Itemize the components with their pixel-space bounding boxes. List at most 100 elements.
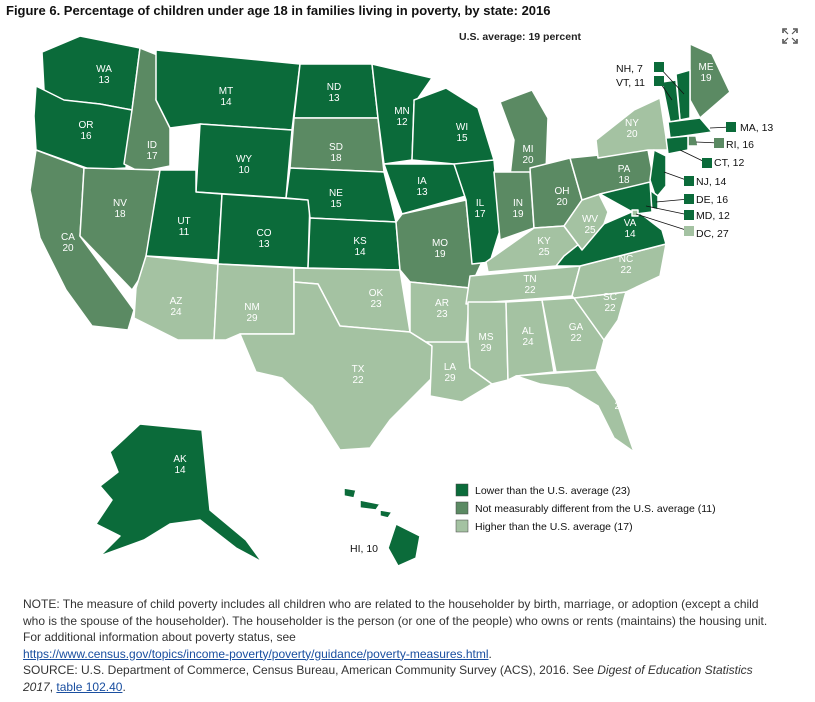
callout-label-dc: DC, 27	[696, 228, 729, 240]
state-label-az: AZ	[170, 296, 183, 307]
legend: Lower than the U.S. average (23) Not meas…	[455, 483, 716, 533]
state-value-nv: 18	[114, 209, 126, 220]
state-label-sc: SC	[603, 292, 617, 303]
state-label-la: LA	[444, 362, 457, 373]
state-value-ky: 25	[538, 247, 550, 258]
state-wi	[411, 87, 495, 171]
callout-swatch-vt	[654, 76, 664, 86]
legend-swatch-higher	[455, 519, 469, 533]
legend-swatch-not-different	[455, 501, 469, 515]
callout-swatch-de	[684, 194, 694, 204]
callout-swatch-nj	[684, 176, 694, 186]
state-value-nc: 22	[620, 265, 632, 276]
state-value-tn: 22	[524, 285, 536, 296]
state-value-pa: 18	[618, 175, 630, 186]
source-end: .	[122, 679, 126, 694]
state-label-nc: NC	[619, 254, 633, 265]
state-va	[555, 209, 667, 267]
state-value-va: 14	[624, 229, 636, 240]
state-value-ks: 14	[354, 247, 366, 258]
callout-label-md: MD, 12	[696, 210, 730, 222]
state-label-mt: MT	[219, 86, 233, 97]
callout-swatch-nh	[654, 62, 664, 72]
state-value-ut: 11	[179, 227, 190, 238]
state-label-nm: NM	[244, 302, 260, 313]
state-ia	[383, 163, 467, 215]
state-value-wy: 10	[238, 165, 250, 176]
callout-swatch-dc	[684, 226, 694, 236]
state-value-me: 19	[700, 73, 712, 84]
state-value-tx: 22	[352, 375, 364, 386]
state-value-fl: 21	[614, 401, 626, 412]
state-label-va: VA	[624, 218, 637, 229]
callout-swatch-ma	[726, 122, 736, 132]
state-label-ga: GA	[569, 322, 584, 333]
state-label-wa: WA	[96, 64, 112, 75]
state-value-id: 17	[146, 151, 158, 162]
state-fl	[515, 369, 635, 453]
state-label-id: ID	[147, 140, 157, 151]
state-label-ny: NY	[625, 118, 639, 129]
state-ak	[95, 423, 263, 563]
state-value-mn: 12	[396, 117, 408, 128]
state-label-wv: WV	[582, 214, 598, 225]
us-average-label: U.S. average: 19 percent	[459, 31, 581, 43]
state-label-ms: MS	[479, 332, 494, 343]
state-ct	[665, 135, 689, 155]
note-text: NOTE: The measure of child poverty inclu…	[23, 597, 768, 644]
state-label-in: IN	[513, 198, 523, 209]
state-value-ny: 20	[626, 129, 638, 140]
state-label-ia: IA	[417, 176, 427, 187]
state-value-mi: 20	[522, 155, 534, 166]
callout-leader-de	[655, 198, 690, 203]
state-value-ok: 23	[370, 299, 382, 310]
state-value-ia: 13	[416, 187, 428, 198]
state-value-az: 24	[170, 307, 182, 318]
state-value-wa: 13	[98, 75, 110, 86]
callout-leader-dc	[635, 213, 690, 232]
state-value-wv: 25	[584, 225, 596, 236]
poverty-measures-link[interactable]: https://www.census.gov/topics/income-pov…	[23, 646, 489, 661]
callout-swatch-md	[684, 210, 694, 220]
state-ri	[687, 135, 699, 147]
state-ma	[667, 117, 713, 139]
callout-swatch-ct	[702, 158, 712, 168]
state-or	[33, 85, 133, 171]
state-md	[599, 181, 653, 215]
source-text: SOURCE: U.S. Department of Commerce, Cen…	[23, 663, 594, 677]
state-value-ga: 22	[570, 333, 582, 344]
state-label-mn: MN	[394, 106, 410, 117]
state-value-mt: 14	[220, 97, 232, 108]
callout-label-de: DE, 16	[696, 194, 728, 206]
legend-label-higher: Higher than the U.S. average (17)	[475, 521, 633, 533]
callout-label-nh: NH, 7	[616, 63, 643, 75]
state-nj	[649, 149, 667, 199]
state-label-ca: CA	[61, 232, 75, 243]
state-label-oh: OH	[555, 186, 570, 197]
state-value-ne: 15	[330, 199, 342, 210]
state-value-ca: 20	[62, 243, 74, 254]
note-end: .	[488, 646, 492, 661]
callout-label-ct: CT, 12	[714, 157, 745, 169]
state-value-nd: 13	[328, 93, 340, 104]
state-value-mo: 19	[434, 249, 446, 260]
state-value-sc: 22	[604, 303, 616, 314]
state-label-co: CO	[257, 228, 272, 239]
state-label-or: OR	[79, 120, 94, 131]
state-value-oh: 20	[556, 197, 568, 208]
expand-icon[interactable]	[782, 28, 798, 44]
table-link[interactable]: table 102.40	[56, 679, 123, 694]
legend-label-not-different: Not measurably different from the U.S. a…	[475, 503, 716, 515]
state-label-ks: KS	[353, 236, 367, 247]
state-value-il: 17	[474, 209, 486, 220]
state-dc	[631, 209, 639, 217]
source-comma: ,	[49, 679, 54, 694]
state-hi	[343, 487, 421, 567]
state-label-me: ME	[699, 62, 714, 73]
state-value-ar: 23	[436, 309, 448, 320]
state-label-mo: MO	[432, 238, 448, 249]
state-label-sd: SD	[329, 142, 343, 153]
state-ga	[541, 297, 605, 373]
state-label-fl: FL	[614, 390, 626, 401]
